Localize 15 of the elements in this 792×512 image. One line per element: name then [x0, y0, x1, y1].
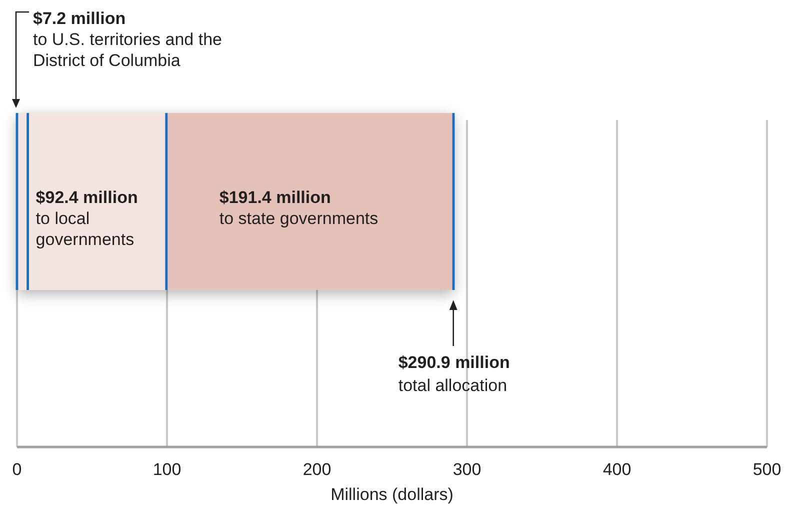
bar [166, 113, 454, 290]
series-label: to local governments [36, 209, 134, 249]
x-tick-label: 400 [602, 460, 632, 480]
x-axis-title: Millions (dollars) [330, 485, 454, 504]
data-label: $191.4 million [219, 188, 331, 207]
x-tick-label: 100 [152, 460, 182, 480]
data-label: $92.4 million [36, 188, 138, 207]
x-tick-label: 0 [12, 460, 22, 480]
series-label: to state governments [219, 209, 378, 228]
x-tick-label: 200 [302, 460, 332, 480]
x-tick-label: 500 [752, 460, 782, 480]
bar [28, 113, 166, 290]
text: $7.2 million to U.S. territories and the District of Columbia [33, 9, 222, 70]
annotation: $290.9 million total allocation [398, 353, 510, 395]
x-tick-label: 300 [452, 460, 482, 480]
